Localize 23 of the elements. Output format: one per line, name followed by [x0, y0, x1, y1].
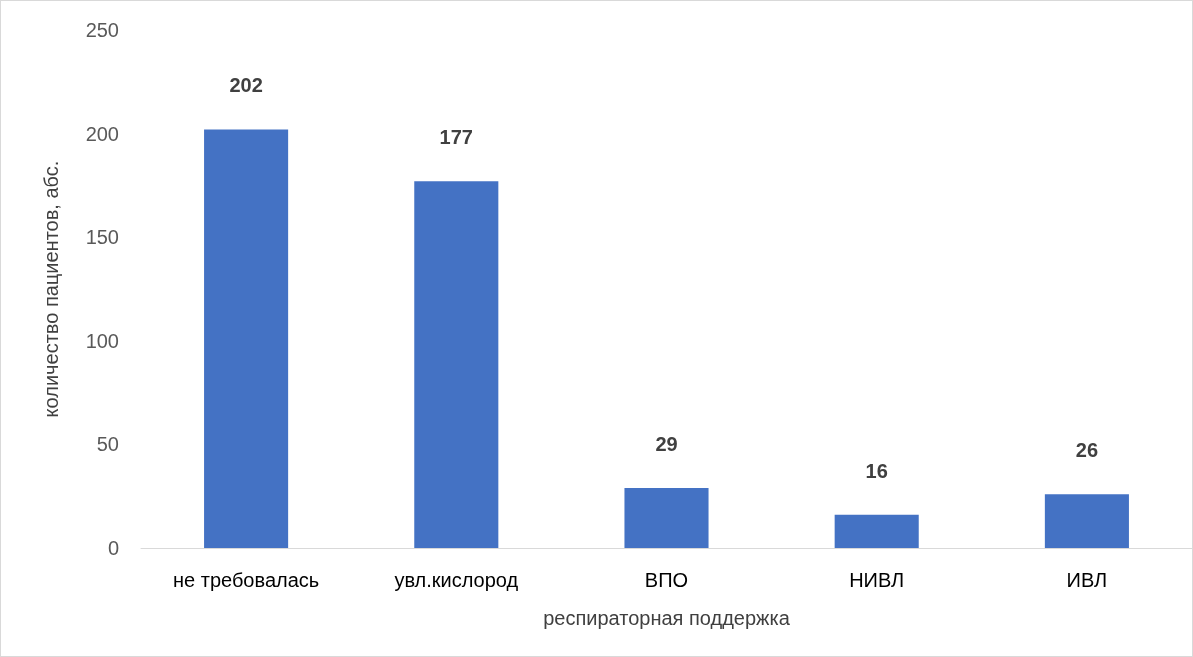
- x-tick-label: не требовалась: [172, 569, 320, 591]
- data-label: 16: [865, 459, 888, 482]
- bar: [414, 181, 499, 548]
- data-label: 26: [1075, 439, 1099, 462]
- data-label: 177: [439, 126, 473, 149]
- y-axis-title: количество пациентов, абс.: [40, 160, 62, 418]
- x-tick-label: увл.кислород: [394, 569, 519, 591]
- bar: [624, 487, 709, 548]
- y-tick-label: 200: [85, 122, 119, 145]
- y-tick-label: 0: [107, 537, 119, 559]
- bar: [204, 129, 289, 548]
- x-tick-label: ВПО: [644, 569, 689, 591]
- x-tick-label: НИВЛ: [849, 569, 905, 591]
- y-tick-label: 250: [85, 19, 119, 41]
- data-label: 202: [229, 74, 263, 97]
- x-tick-label: ИВЛ: [1066, 569, 1108, 591]
- y-tick-label: 100: [85, 329, 119, 352]
- bar: [834, 514, 919, 548]
- y-tick-label: 150: [85, 226, 119, 249]
- bar: [1044, 494, 1129, 548]
- x-axis-title: респираторная поддержка: [543, 607, 791, 629]
- y-tick-label: 50: [96, 433, 119, 456]
- data-label: 29: [655, 432, 678, 455]
